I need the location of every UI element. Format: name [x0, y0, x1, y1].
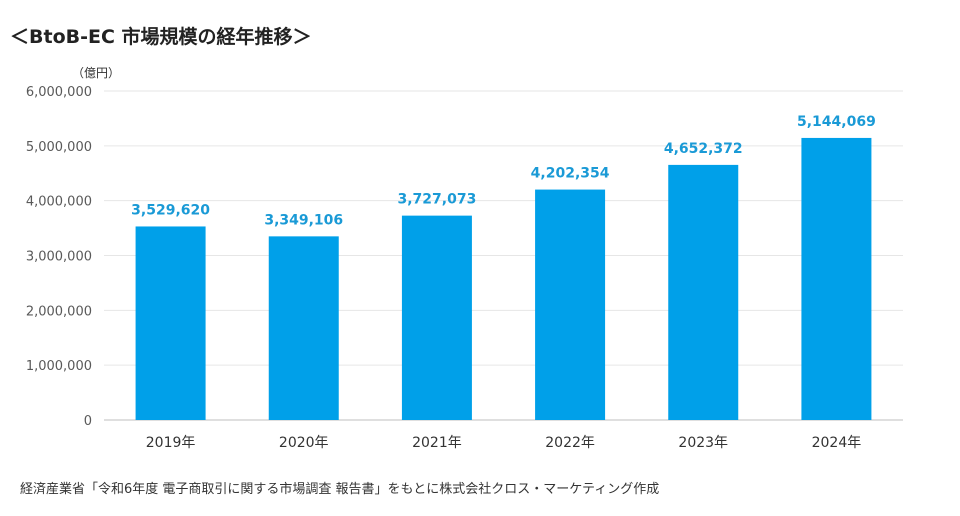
- data-label: 4,202,354: [531, 166, 610, 182]
- gridlines: [104, 90, 903, 421]
- bar: [535, 189, 606, 420]
- x-tick-label: 2024年: [812, 435, 862, 451]
- bar: [268, 236, 339, 420]
- source-note: 経済産業省「令和6年度 電子商取引に関する市場調査 報告書」をもとに株式会社クロ…: [20, 482, 660, 497]
- chart-title: ＜BtoB-EC 市場規模の経年推移＞: [10, 26, 312, 48]
- x-tick-label: 2023年: [678, 435, 728, 451]
- x-tick-label: 2021年: [412, 435, 462, 451]
- data-label: 5,144,069: [797, 114, 876, 130]
- data-label: 3,727,073: [398, 192, 477, 208]
- bar: [401, 215, 472, 420]
- data-label: 3,349,106: [264, 212, 343, 228]
- y-tick-label: 1,000,000: [26, 359, 92, 374]
- y-tick-label: 6,000,000: [26, 85, 92, 100]
- y-tick-label: 0: [84, 414, 92, 429]
- x-tick-label: 2022年: [545, 435, 595, 451]
- y-tick-label: 3,000,000: [26, 250, 92, 265]
- bar: [668, 164, 739, 420]
- bars: [135, 137, 872, 421]
- y-tick-label: 4,000,000: [26, 195, 92, 210]
- x-tick-label: 2020年: [279, 435, 329, 451]
- x-axis-ticks: 2019年 2020年 2021年 2022年 2023年 2024年: [146, 435, 861, 451]
- y-axis-unit-label: （億円）: [72, 66, 120, 80]
- x-tick-label: 2019年: [146, 435, 196, 451]
- data-label: 3,529,620: [131, 202, 210, 218]
- bar: [801, 137, 872, 421]
- data-labels: 3,529,620 3,349,106 3,727,073 4,202,354 4,65…: [131, 114, 876, 228]
- data-label: 4,652,372: [664, 141, 743, 157]
- y-axis-ticks: 0 1,000,000 2,000,000 3,000,000 4,000,000 5,0…: [26, 85, 92, 429]
- bar: [135, 226, 206, 420]
- y-tick-label: 2,000,000: [26, 304, 92, 319]
- y-tick-label: 5,000,000: [26, 140, 92, 155]
